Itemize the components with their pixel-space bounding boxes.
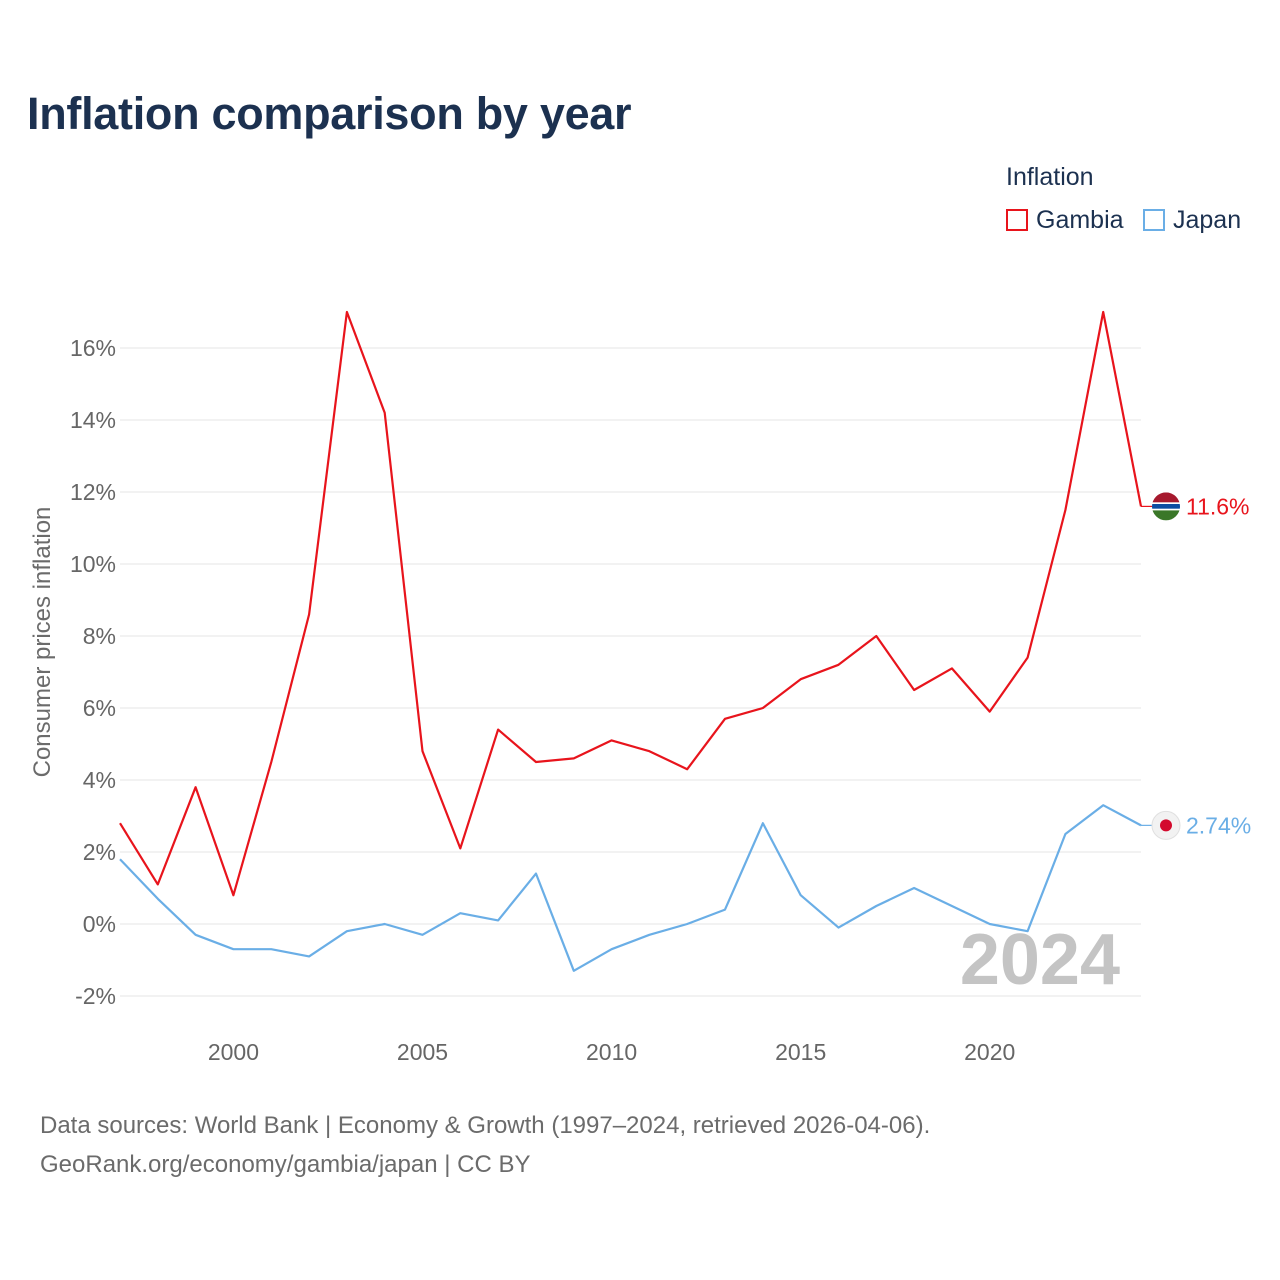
y-tick-label: 2% <box>83 839 116 865</box>
y-tick-label: 4% <box>83 767 116 793</box>
y-tick-label: 10% <box>70 551 116 577</box>
x-tick-label: 2010 <box>586 1039 637 1065</box>
gridlines <box>120 347 1141 997</box>
source-note: Data sources: World Bank | Economy & Gro… <box>40 1106 930 1184</box>
source-line-1: Data sources: World Bank | Economy & Gro… <box>40 1112 931 1139</box>
legend-item-gambia[interactable]: Gambia <box>1006 205 1124 235</box>
legend-title: Inflation <box>1006 163 1094 191</box>
y-tick-label: 12% <box>70 479 116 505</box>
series-line-gambia[interactable] <box>119 310 1143 897</box>
series-line-japan[interactable] <box>119 804 1142 972</box>
chart-title: Inflation comparison by year <box>27 88 632 139</box>
series-lines <box>119 310 1143 972</box>
legend-swatch-gambia <box>1006 209 1028 231</box>
x-tick-label: 2005 <box>397 1039 448 1065</box>
flag-icon-japan <box>1151 810 1181 840</box>
x-tick-label: 2000 <box>208 1039 259 1065</box>
legend-label-japan: Japan <box>1173 205 1242 234</box>
year-watermark: 2024 <box>960 920 1120 1000</box>
x-tick-label: 2020 <box>964 1039 1015 1065</box>
legend-swatch-japan <box>1143 209 1165 231</box>
y-axis-tick-labels: -2% 0% 2% 4% 6% 8% 10% 12% 14% 16% <box>70 335 116 1009</box>
x-tick-label: 2015 <box>775 1039 826 1065</box>
y-tick-label: 6% <box>83 695 116 721</box>
end-markers: 11.6% 2.74% <box>1141 492 1251 840</box>
legend-label-gambia: Gambia <box>1036 205 1124 234</box>
y-tick-label: 0% <box>83 911 116 937</box>
y-tick-label: 16% <box>70 335 116 361</box>
y-tick-label: 14% <box>70 407 116 433</box>
source-line-2[interactable]: GeoRank.org/economy/gambia/japan | CC BY <box>40 1151 531 1178</box>
y-tick-label: 8% <box>83 623 116 649</box>
y-axis-label: Consumer prices inflation <box>29 507 56 778</box>
end-value-label-gambia: 11.6% <box>1186 493 1250 519</box>
y-tick-label: -2% <box>75 983 116 1009</box>
flag-icon-gambia <box>1152 492 1180 521</box>
line-chart: -2%0%2%4%6%8%10%12%14%16% 2000 2005 2010 20… <box>29 310 1251 1065</box>
legend-item-japan[interactable]: Japan <box>1143 205 1241 235</box>
end-value-label-japan: 2.74% <box>1186 812 1251 838</box>
x-axis-tick-labels: 2000 2005 2010 2015 2020 <box>208 1039 1015 1065</box>
